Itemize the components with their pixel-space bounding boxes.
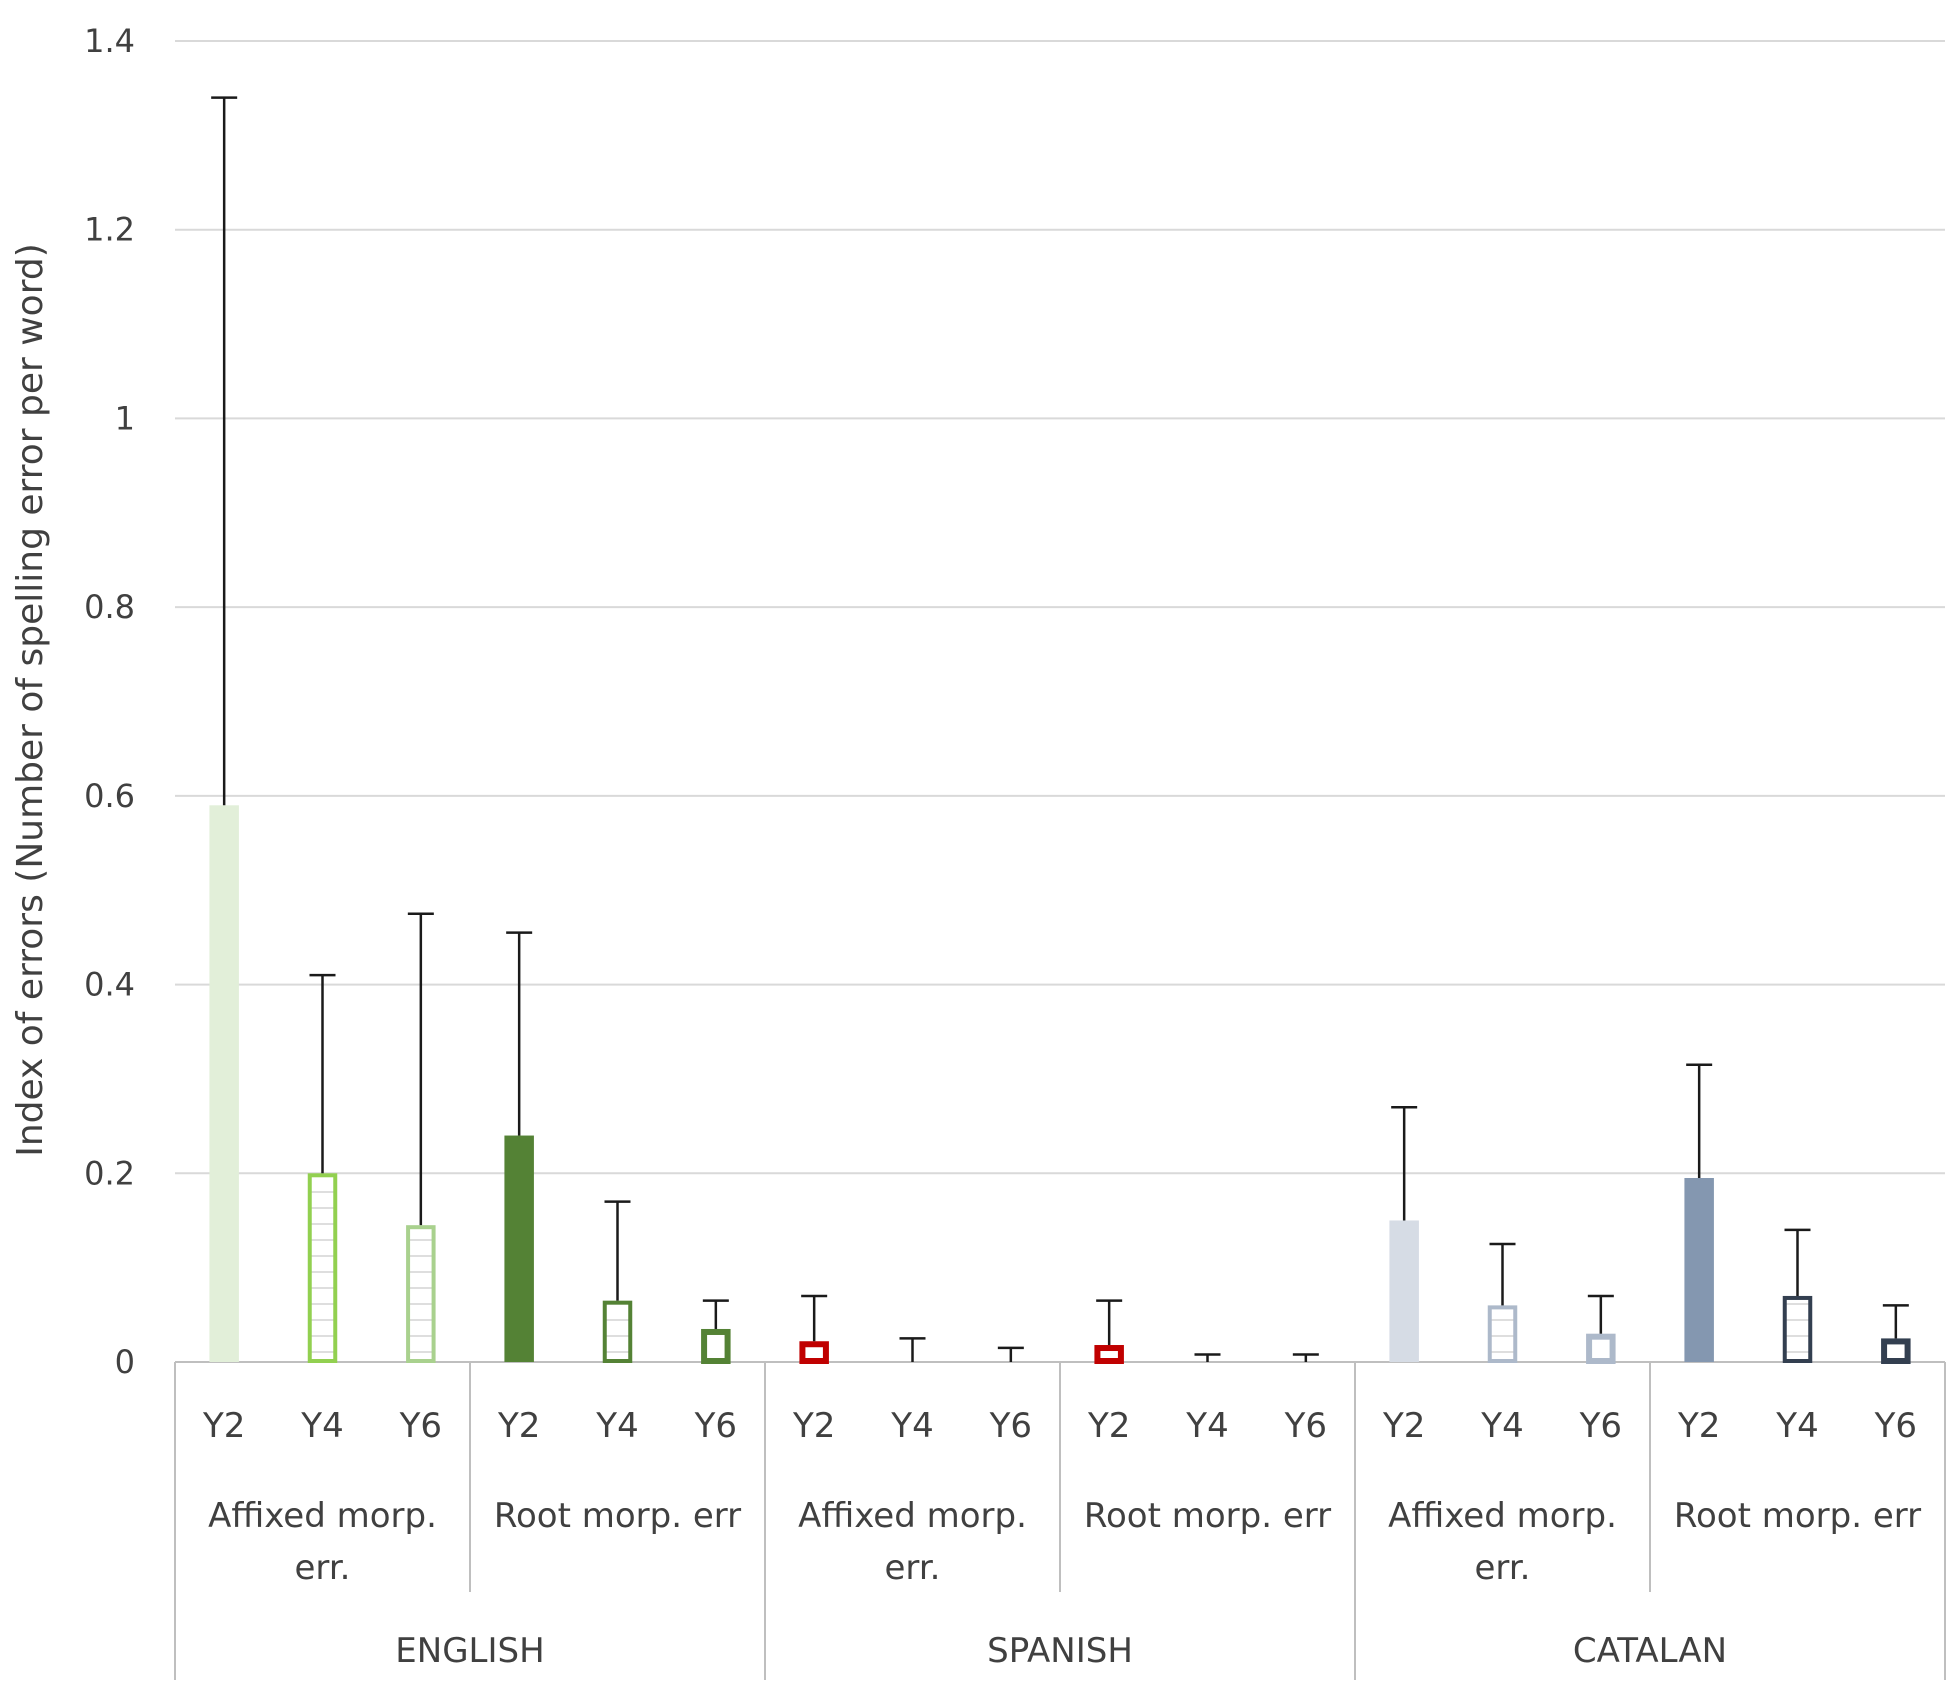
group-label: Affixed morp.: [208, 1496, 437, 1536]
bar-category-label: Y4: [595, 1406, 638, 1446]
bar-category-label: Y6: [1284, 1406, 1327, 1446]
gridlines: [175, 40, 1945, 1175]
y-tick-label: 0: [115, 1343, 135, 1381]
bar: [504, 1135, 534, 1362]
bar-category-label: Y4: [890, 1406, 933, 1446]
y-axis-title: Index of errors (Number of spelling erro…: [10, 243, 51, 1157]
bar-category-label: Y4: [1185, 1406, 1228, 1446]
bar: [1684, 1178, 1714, 1362]
y-tick-label: 1.4: [84, 22, 135, 60]
bar: [701, 1328, 731, 1364]
bar-category-label: Y2: [1087, 1406, 1130, 1446]
bar-category-label: Y6: [694, 1406, 737, 1446]
bar: [1389, 1220, 1419, 1362]
bar: [1487, 1305, 1518, 1364]
bar-category-label: Y2: [792, 1406, 835, 1446]
y-tick-label: 0.6: [84, 777, 135, 815]
bar: [1094, 1345, 1124, 1365]
language-label: CATALAN: [1573, 1631, 1727, 1671]
bar: [602, 1300, 633, 1363]
bar: [209, 805, 239, 1362]
group-label: Affixed morp.: [1388, 1496, 1617, 1536]
bar: [1586, 1333, 1616, 1365]
bar: [1782, 1295, 1813, 1363]
y-tick-label: 0.4: [84, 966, 135, 1004]
bar-category-label: Y4: [300, 1406, 343, 1446]
bar-category-label: Y4: [1775, 1406, 1818, 1446]
y-tick-label: 1.2: [84, 211, 135, 249]
group-label: Root morp. err: [494, 1496, 741, 1536]
bar-category-label: Y2: [1382, 1406, 1425, 1446]
error-bars: [211, 96, 1909, 1362]
group-label: err.: [1475, 1548, 1531, 1588]
bars: [209, 805, 1911, 1365]
language-label: SPANISH: [987, 1631, 1133, 1671]
language-label: ENGLISH: [395, 1631, 544, 1671]
bar: [799, 1341, 829, 1365]
bar: [1881, 1338, 1911, 1365]
bar-category-label: Y6: [989, 1406, 1032, 1446]
bar-category-label: Y4: [1480, 1406, 1523, 1446]
bar-category-label: Y6: [1874, 1406, 1917, 1446]
bar-category-label: Y2: [202, 1406, 245, 1446]
bar: [406, 1225, 436, 1363]
group-label: Root morp. err: [1084, 1496, 1331, 1536]
bar: [307, 1173, 338, 1364]
group-label: err.: [885, 1548, 941, 1588]
bar-category-label: Y2: [497, 1406, 540, 1446]
group-label: err.: [295, 1548, 351, 1588]
group-label: Affixed morp.: [798, 1496, 1027, 1536]
y-axis-ticks: 0 0.2 0.4 0.6 0.8 1 1.2 1.4: [84, 22, 135, 1381]
bar-category-label: Y6: [1579, 1406, 1622, 1446]
y-tick-label: 0.8: [84, 588, 135, 626]
bar-category-label: Y6: [399, 1406, 442, 1446]
bar-category-label: Y2: [1677, 1406, 1720, 1446]
group-label: Root morp. err: [1674, 1496, 1921, 1536]
x-axis-categories: Y2 Y4 Y6 Affixed morp. err. Y2 Y4 Y6 Root morp. …: [174, 1361, 1946, 1680]
y-tick-label: 1: [115, 399, 135, 437]
y-tick-label: 0.2: [84, 1154, 135, 1192]
